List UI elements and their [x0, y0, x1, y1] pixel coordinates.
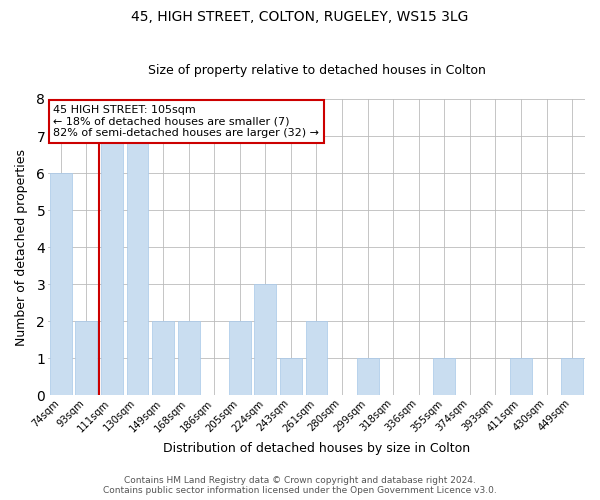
Bar [50, 173, 71, 396]
Bar [510, 358, 532, 396]
Bar [357, 358, 379, 396]
Bar [562, 358, 583, 396]
Title: Size of property relative to detached houses in Colton: Size of property relative to detached ho… [148, 64, 485, 77]
Bar [152, 321, 174, 396]
Bar [229, 321, 251, 396]
Bar [101, 136, 123, 396]
Bar [433, 358, 455, 396]
Text: Contains HM Land Registry data © Crown copyright and database right 2024.
Contai: Contains HM Land Registry data © Crown c… [103, 476, 497, 495]
Bar [178, 321, 200, 396]
Bar [305, 321, 328, 396]
Bar [127, 136, 148, 396]
X-axis label: Distribution of detached houses by size in Colton: Distribution of detached houses by size … [163, 442, 470, 455]
Y-axis label: Number of detached properties: Number of detached properties [15, 148, 28, 346]
Bar [280, 358, 302, 396]
Text: 45 HIGH STREET: 105sqm
← 18% of detached houses are smaller (7)
82% of semi-deta: 45 HIGH STREET: 105sqm ← 18% of detached… [53, 105, 319, 138]
Bar [76, 321, 97, 396]
Bar [254, 284, 276, 396]
Text: 45, HIGH STREET, COLTON, RUGELEY, WS15 3LG: 45, HIGH STREET, COLTON, RUGELEY, WS15 3… [131, 10, 469, 24]
